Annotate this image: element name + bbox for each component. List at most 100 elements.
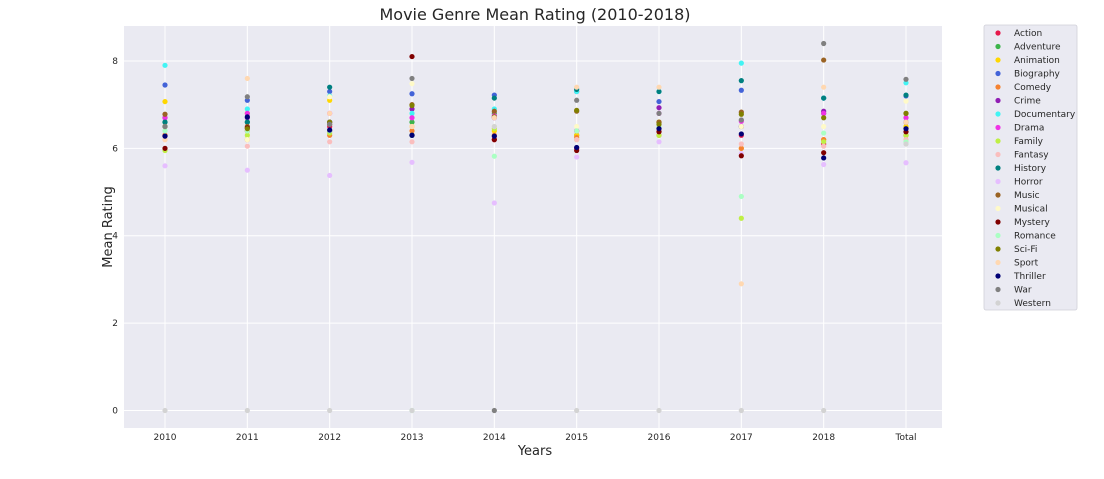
x-tick-label: 2012 bbox=[318, 433, 341, 443]
point-sport bbox=[327, 110, 333, 116]
axis-ticks: 0 2 4 6 8 2010 2011 2012 2013 2014 2015 2016 2017 201… bbox=[112, 57, 916, 443]
y-tick-label: 8 bbox=[112, 57, 118, 67]
point-music bbox=[491, 108, 497, 114]
point-musical bbox=[327, 94, 333, 100]
point-thriller bbox=[821, 155, 827, 161]
legend-label-drama: Drama bbox=[1014, 124, 1044, 134]
legend-marker-comedy bbox=[995, 84, 1001, 90]
point-sport bbox=[738, 281, 744, 287]
point-history bbox=[821, 95, 827, 101]
point-sci-fi bbox=[903, 110, 909, 116]
point-family bbox=[738, 215, 744, 221]
point-thriller bbox=[162, 133, 168, 139]
point-fantasy bbox=[244, 143, 250, 149]
point-thriller bbox=[903, 126, 909, 132]
point-war bbox=[821, 40, 827, 47]
legend-label-biography: Biography bbox=[1014, 70, 1061, 80]
point-western bbox=[656, 407, 662, 414]
point-sport bbox=[574, 84, 580, 90]
point-horror bbox=[656, 139, 662, 145]
point-biography bbox=[327, 88, 333, 95]
legend-label-mystery: Mystery bbox=[1014, 218, 1051, 228]
point-animation bbox=[162, 98, 168, 105]
point-comedy bbox=[738, 145, 744, 151]
point-thriller bbox=[409, 132, 415, 138]
point-horror bbox=[327, 172, 333, 179]
point-drama bbox=[821, 110, 827, 116]
legend-marker-action bbox=[995, 30, 1001, 36]
point-war bbox=[244, 94, 250, 100]
legend-label-horror: Horror bbox=[1014, 178, 1043, 188]
point-musical bbox=[738, 123, 744, 130]
legend-marker-thriller bbox=[995, 273, 1001, 279]
point-western bbox=[162, 407, 168, 414]
point-musical bbox=[821, 123, 827, 130]
point-sci-fi bbox=[574, 107, 580, 113]
legend-marker-war bbox=[995, 286, 1001, 293]
legend-marker-sci-fi bbox=[995, 246, 1001, 252]
point-mystery bbox=[162, 145, 168, 151]
legend-marker-western bbox=[995, 300, 1001, 306]
legend-marker-adventure bbox=[995, 43, 1001, 50]
point-documentary bbox=[162, 62, 168, 68]
point-war bbox=[327, 121, 333, 127]
point-romance bbox=[574, 128, 580, 134]
point-war bbox=[903, 76, 909, 82]
legend-label-western: Western bbox=[1014, 299, 1051, 309]
point-western bbox=[903, 141, 909, 147]
point-fantasy bbox=[574, 137, 580, 143]
point-sport bbox=[821, 84, 827, 90]
point-thriller bbox=[574, 144, 580, 151]
legend-marker-crime bbox=[995, 97, 1001, 104]
point-sport bbox=[244, 75, 250, 82]
legend-marker-romance bbox=[995, 232, 1001, 239]
point-sci-fi bbox=[244, 126, 250, 132]
point-war bbox=[656, 110, 662, 116]
point-sport bbox=[491, 115, 497, 121]
point-family bbox=[244, 132, 250, 138]
point-mystery bbox=[738, 153, 744, 159]
point-documentary bbox=[409, 110, 415, 116]
point-sci-fi bbox=[656, 121, 662, 127]
legend-marker-documentary bbox=[995, 111, 1001, 117]
point-fantasy bbox=[738, 141, 744, 147]
point-musical bbox=[409, 81, 415, 87]
point-romance bbox=[738, 193, 744, 200]
point-western bbox=[409, 407, 415, 414]
point-romance bbox=[491, 153, 497, 159]
x-tick-label: Total bbox=[894, 433, 916, 443]
legend-label-history: History bbox=[1014, 164, 1047, 174]
legend-marker-music bbox=[995, 192, 1001, 198]
point-western bbox=[574, 407, 580, 414]
point-western bbox=[327, 407, 333, 414]
y-axis-label: Mean Rating bbox=[101, 186, 116, 267]
legend-label-fantasy: Fantasy bbox=[1014, 151, 1049, 161]
point-horror bbox=[409, 159, 415, 165]
point-horror bbox=[903, 160, 909, 166]
plot-area bbox=[124, 26, 942, 428]
legend-marker-animation bbox=[995, 57, 1001, 63]
legend-label-sci-fi: Sci-Fi bbox=[1014, 245, 1037, 255]
point-biography bbox=[162, 82, 168, 88]
point-romance bbox=[162, 128, 168, 134]
point-music bbox=[821, 57, 827, 63]
point-history bbox=[656, 88, 662, 95]
data-points bbox=[162, 40, 909, 414]
legend-label-romance: Romance bbox=[1014, 232, 1056, 242]
x-axis-label: Years bbox=[517, 444, 553, 459]
point-thriller bbox=[327, 127, 333, 133]
point-musical bbox=[244, 137, 250, 143]
point-sci-fi bbox=[409, 102, 415, 109]
point-war bbox=[409, 75, 415, 82]
point-sci-fi bbox=[821, 115, 827, 121]
y-tick-label: 0 bbox=[112, 407, 118, 417]
legend-marker-sport bbox=[995, 259, 1001, 266]
point-thriller bbox=[491, 133, 497, 139]
legend-marker-musical bbox=[995, 205, 1001, 212]
x-tick-label: 2017 bbox=[730, 433, 753, 443]
legend-marker-horror bbox=[995, 178, 1001, 185]
point-fantasy bbox=[327, 139, 333, 145]
point-history bbox=[903, 92, 909, 98]
point-drama bbox=[903, 115, 909, 121]
